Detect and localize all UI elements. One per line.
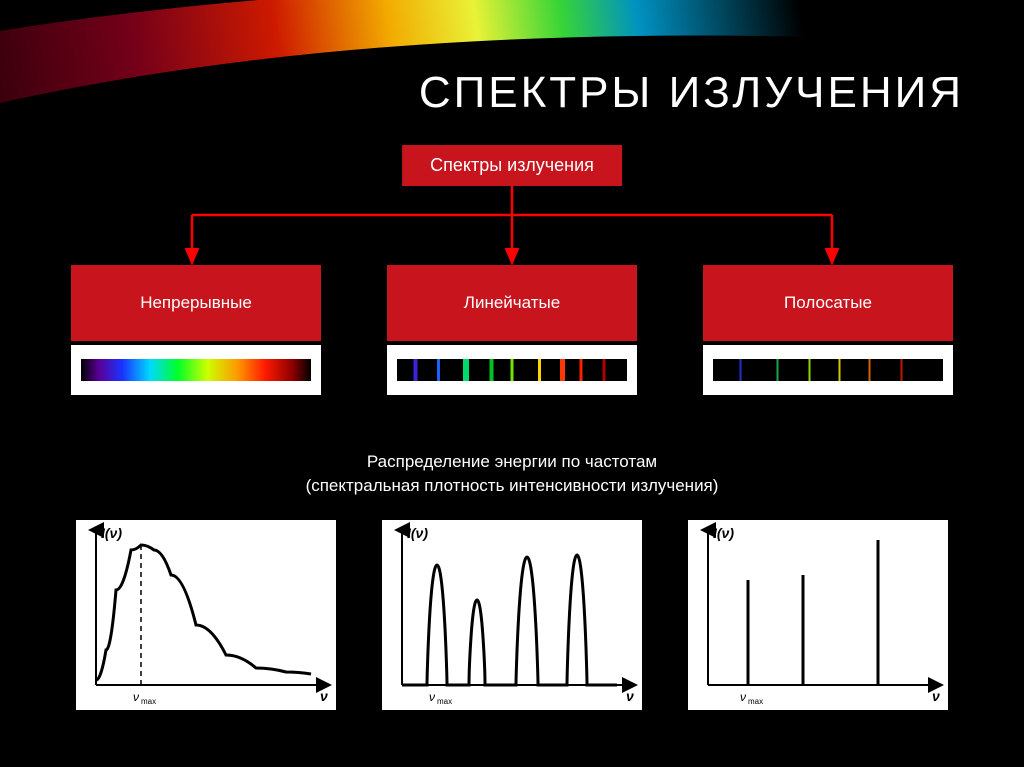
svg-text:ν: ν [626, 688, 634, 704]
spectrum-continuous [81, 359, 311, 381]
graph-line: I(ν)ννmax [382, 520, 642, 710]
spectrum-frame [387, 345, 637, 395]
svg-text:ν: ν [429, 690, 435, 704]
branch-band: Полосатые [678, 265, 978, 395]
hierarchy-arrows [132, 185, 892, 275]
spectrum-frame [703, 345, 953, 395]
caption-line2: (спектральная плотность интенсивности из… [0, 474, 1024, 498]
branches-row: Непрерывные Линейчатые Полосатые [0, 265, 1024, 395]
svg-text:ν: ν [740, 690, 746, 704]
caption: Распределение энергии по частотам (спект… [0, 450, 1024, 498]
branch-label: Непрерывные [71, 265, 321, 341]
svg-text:I(ν): I(ν) [407, 525, 428, 541]
svg-text:max: max [748, 697, 763, 706]
spectrum-band [713, 359, 943, 381]
graph-continuous: I(ν)ννmax [76, 520, 336, 710]
svg-text:I(ν): I(ν) [101, 525, 122, 541]
spectrum-frame [71, 345, 321, 395]
svg-text:ν: ν [320, 688, 328, 704]
svg-text:ν: ν [932, 688, 940, 704]
branch-line: Линейчатые [362, 265, 662, 395]
root-node: Спектры излучения [402, 145, 622, 186]
svg-text:max: max [141, 697, 156, 706]
branch-label: Полосатые [703, 265, 953, 341]
graph-band: I(ν)ννmax [688, 520, 948, 710]
svg-text:I(ν): I(ν) [713, 525, 734, 541]
spectrum-line [397, 359, 627, 381]
page-title: СПЕКТРЫ ИЗЛУЧЕНИЯ [419, 68, 964, 118]
branch-label: Линейчатые [387, 265, 637, 341]
graphs-row: I(ν)ννmax I(ν)ννmax I(ν)ννmax [0, 520, 1024, 710]
caption-line1: Распределение энергии по частотам [0, 450, 1024, 474]
svg-text:ν: ν [133, 690, 139, 704]
svg-text:max: max [437, 697, 452, 706]
branch-continuous: Непрерывные [46, 265, 346, 395]
